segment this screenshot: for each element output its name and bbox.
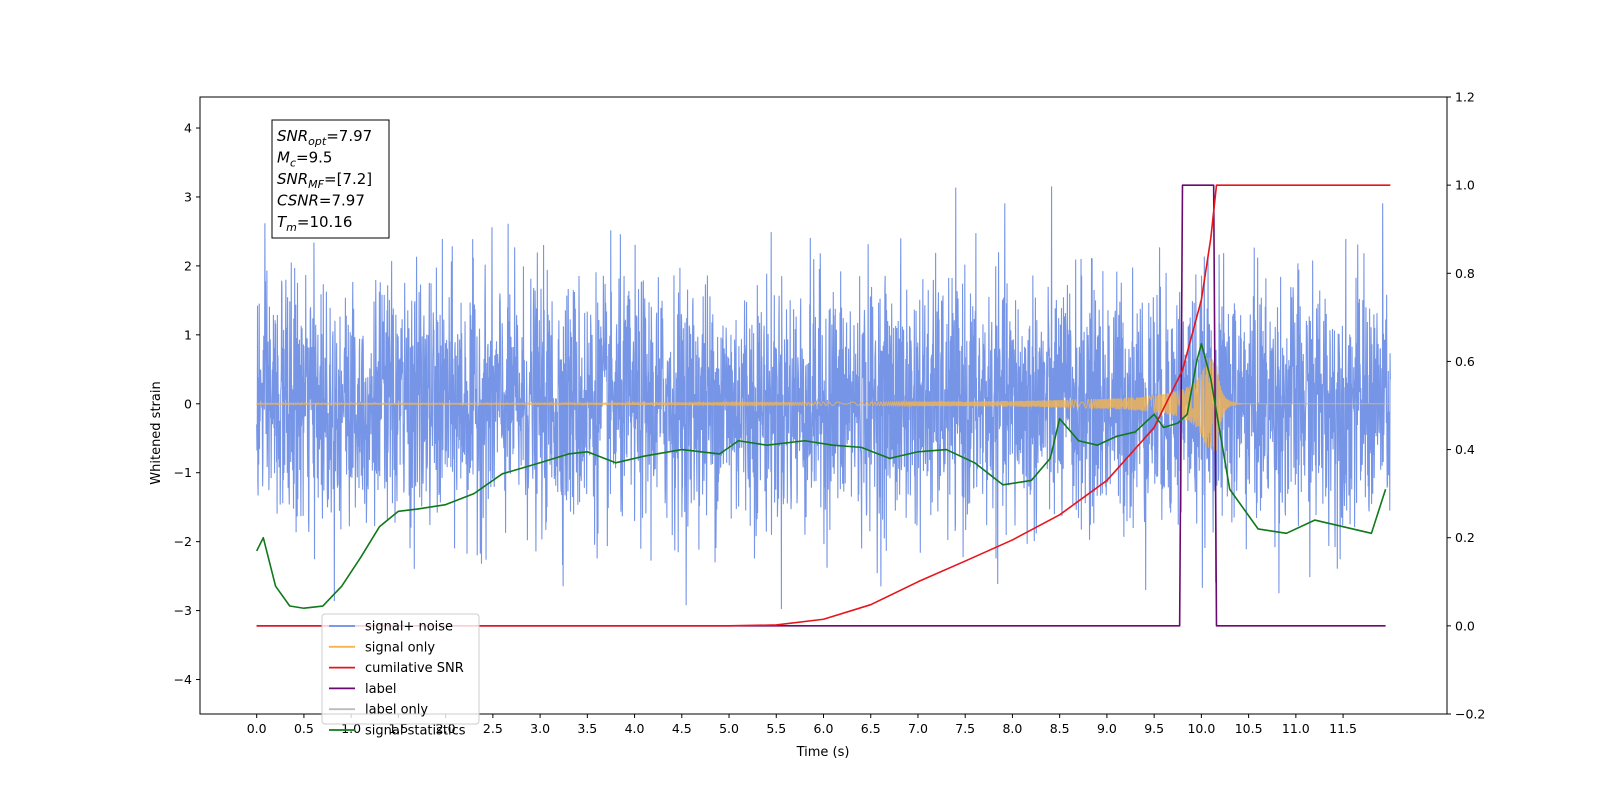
info-subscript: opt — [308, 135, 327, 148]
x-tick-label: 9.0 — [1097, 721, 1117, 736]
y2-tick-label: 0.0 — [1455, 618, 1475, 633]
x-tick-label: 0.5 — [294, 721, 314, 736]
series-signal-only — [256, 357, 1391, 451]
y-tick-label: 2 — [184, 258, 192, 273]
x-tick-label: 1.5 — [388, 721, 408, 736]
x-tick-label: 11.5 — [1329, 721, 1357, 736]
legend-entry: label — [365, 682, 396, 697]
y-axis-right: −0.2 0.0 0.2 0.4 0.6 0.8 1.0 1.2 — [1447, 90, 1485, 722]
x-tick-label: 6.0 — [814, 721, 834, 736]
series-signal-noise — [256, 186, 1391, 609]
y2-tick-label: 0.6 — [1455, 354, 1475, 369]
x-tick-label: 5.0 — [719, 721, 739, 736]
legend-frame — [321, 613, 480, 725]
legend-entry: signal only — [365, 640, 435, 655]
info-symbol: SNR — [277, 127, 308, 145]
x-tick-label: 3.0 — [530, 721, 550, 736]
x-tick-label: 7.0 — [908, 721, 928, 736]
info-value: =10.16 — [297, 213, 353, 231]
y-tick-label: 0 — [184, 396, 192, 411]
x-tick-label: 6.5 — [861, 721, 881, 736]
y-tick-label: −1 — [174, 465, 192, 480]
info-value: =9.5 — [296, 149, 332, 167]
info-symbol: T — [277, 213, 288, 231]
y-axis-title: Whitened strain — [149, 381, 164, 484]
info-value: =7.97 — [326, 127, 372, 145]
legend-entry: label only — [365, 703, 428, 718]
info-line: CSNR=7.97 — [277, 192, 365, 210]
x-tick-label: 4.0 — [625, 721, 645, 736]
x-tick-label: 5.5 — [766, 721, 786, 736]
x-tick-label: 7.5 — [955, 721, 975, 736]
info-box-frame — [271, 119, 390, 239]
legend-entry: signal+ noise — [365, 620, 453, 635]
x-tick-label: 10.0 — [1187, 721, 1215, 736]
info-value: =[7.2] — [324, 170, 372, 188]
y-tick-label: −2 — [174, 534, 192, 549]
info-symbol: SNR — [277, 170, 308, 188]
series-layer — [255, 184, 1391, 627]
x-tick-label: 0.0 — [247, 721, 267, 736]
info-subscript: m — [286, 221, 297, 234]
x-tick-label: 9.5 — [1144, 721, 1164, 736]
legend: signal+ noise signal only cumilative SNR la… — [321, 613, 480, 739]
series-cumilative-snr — [256, 184, 1391, 627]
x-tick-label: 11.0 — [1282, 721, 1310, 736]
x-tick-label: 2.0 — [436, 721, 456, 736]
x-tick-label: 8.5 — [1050, 721, 1070, 736]
info-value: =7.97 — [319, 192, 365, 210]
y-tick-label: −4 — [174, 672, 192, 687]
series-signal-statistics — [255, 342, 1387, 610]
x-axis: 0.0 0.5 1.0 1.5 2.0 2.5 3.0 3.5 4.0 4.5 5.0 5.5 6.0 6… — [247, 714, 1357, 736]
y-axis-left: −4 −3 −2 −1 0 1 2 3 4 — [174, 121, 200, 687]
info-line: Mc=9.5 — [277, 149, 332, 170]
legend-entry: cumilative SNR — [365, 661, 464, 676]
y-tick-label: 1 — [184, 327, 192, 342]
snr-info-box: SNRopt=7.97Mc=9.5SNRMF=[7.2]CSNR=7.97Tm=… — [271, 119, 390, 239]
y2-tick-label: 0.8 — [1455, 266, 1475, 281]
x-tick-label: 1.0 — [341, 721, 361, 736]
y2-tick-label: 1.0 — [1455, 178, 1475, 193]
plot-area — [255, 184, 1391, 627]
y-tick-label: 3 — [184, 189, 192, 204]
y2-tick-label: 0.2 — [1455, 530, 1475, 545]
y2-tick-label: −0.2 — [1455, 707, 1485, 722]
x-tick-label: 8.0 — [1002, 721, 1022, 736]
x-tick-label: 2.5 — [483, 721, 503, 736]
x-tick-label: 4.5 — [672, 721, 692, 736]
y2-tick-label: 1.2 — [1455, 90, 1475, 105]
x-tick-label: 10.5 — [1235, 721, 1263, 736]
info-line: SNRopt=7.97 — [277, 127, 372, 148]
info-line: SNRMF=[7.2] — [277, 170, 372, 191]
info-symbol: CSNR — [277, 192, 319, 210]
y-tick-label: 4 — [184, 121, 192, 136]
info-subscript: MF — [308, 178, 324, 191]
series-label — [256, 184, 1386, 627]
y2-tick-label: 0.4 — [1455, 442, 1475, 457]
info-line: Tm=10.16 — [277, 213, 352, 234]
legend-entry: signal statistics — [365, 724, 466, 739]
x-tick-label: 3.5 — [577, 721, 597, 736]
info-subscript: c — [290, 157, 296, 170]
info-symbol: M — [277, 149, 290, 167]
x-axis-title: Time (s) — [796, 745, 850, 760]
y-tick-label: −3 — [174, 603, 192, 618]
